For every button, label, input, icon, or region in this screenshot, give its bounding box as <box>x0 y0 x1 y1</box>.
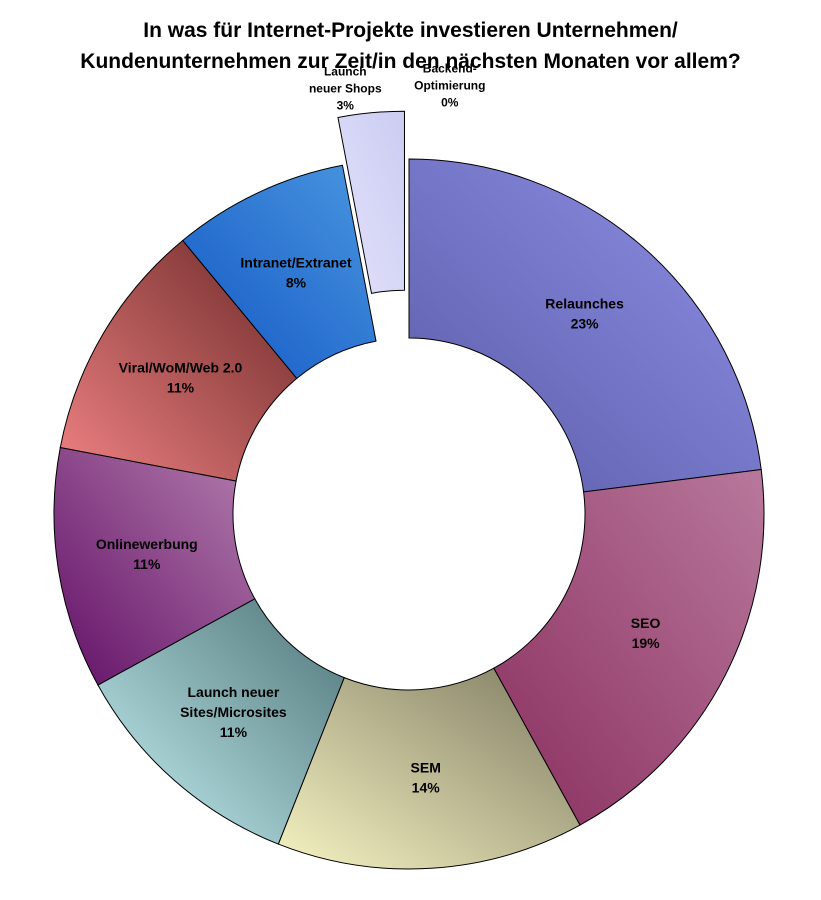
slice-launch-neuer-sites-microsites-label-line-0: Launch neuer <box>188 684 280 700</box>
slice-onlinewerbung-label-line-0: Onlinewerbung <box>96 536 198 552</box>
slice-intranet-extranet-label-line-0: Intranet/Extranet <box>240 255 352 271</box>
slices-layer <box>53 110 765 870</box>
labels-layer: Relaunches 23% SEO 19% SEM 14% Launch neuer Sit… <box>96 61 661 795</box>
slice-seo-value: 19% <box>632 635 661 651</box>
slice-launch-neuer-shops-value: 3% <box>337 98 355 112</box>
slice-launch-neuer-sites-microsites-value: 11% <box>220 724 248 740</box>
slice-sem-label-line-0: SEM <box>411 760 441 776</box>
slice-launch-neuer-shops-label-line-1: neuer Shops <box>309 81 382 95</box>
slice-relaunches-label-line-0: Relaunches <box>545 296 624 312</box>
slice-onlinewerbung-value: 11% <box>133 556 161 572</box>
slice-seo <box>493 468 765 826</box>
chart-title-line-2: Kundenunternehmen zur Zeit/in den nächst… <box>80 50 741 73</box>
slice-backend-optimierung-label-line-0: Backend- <box>423 61 477 75</box>
slice-launch-neuer-shops <box>337 110 405 294</box>
slice-backend-optimierung-value: 0% <box>441 95 459 109</box>
slice-relaunches <box>408 158 762 493</box>
slice-intranet-extranet <box>182 164 377 380</box>
slice-launch-neuer-sites-microsites-label-line-1: Sites/Microsites <box>180 704 287 720</box>
slice-launch-neuer-shops-label-line-0: Launch <box>324 64 367 78</box>
slice-sem <box>277 667 581 870</box>
slice-relaunches-value: 23% <box>571 316 600 332</box>
slice-viral-wom-web-2-0-value: 11% <box>167 380 195 396</box>
slice-seo-label-line-0: SEO <box>631 615 661 631</box>
slice-intranet-extranet-value: 8% <box>286 275 307 291</box>
slice-backend-optimierung-label-line-1: Optimierung <box>414 78 485 92</box>
slice-sem-value: 14% <box>412 780 441 796</box>
chart-title-line-1: In was für Internet-Projekte investieren… <box>143 19 678 42</box>
slice-viral-wom-web-2-0-label-line-0: Viral/WoM/Web 2.0 <box>119 360 243 376</box>
